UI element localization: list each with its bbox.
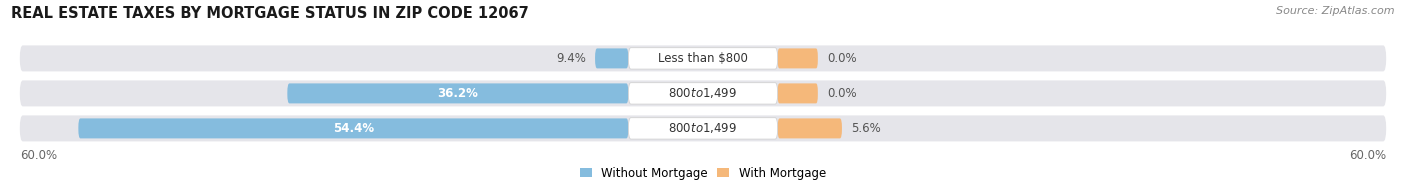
FancyBboxPatch shape — [20, 80, 1386, 106]
FancyBboxPatch shape — [79, 118, 628, 138]
Text: 0.0%: 0.0% — [827, 52, 856, 65]
Text: 60.0%: 60.0% — [1350, 149, 1386, 162]
FancyBboxPatch shape — [628, 83, 778, 104]
FancyBboxPatch shape — [778, 118, 842, 138]
FancyBboxPatch shape — [595, 48, 628, 68]
Text: Less than $800: Less than $800 — [658, 52, 748, 65]
Text: 36.2%: 36.2% — [437, 87, 478, 100]
Text: $800 to $1,499: $800 to $1,499 — [668, 121, 738, 135]
Legend: Without Mortgage, With Mortgage: Without Mortgage, With Mortgage — [581, 167, 825, 180]
Text: 54.4%: 54.4% — [333, 122, 374, 135]
FancyBboxPatch shape — [20, 115, 1386, 141]
Text: 0.0%: 0.0% — [827, 87, 856, 100]
FancyBboxPatch shape — [287, 83, 628, 103]
Text: $800 to $1,499: $800 to $1,499 — [668, 86, 738, 100]
Text: REAL ESTATE TAXES BY MORTGAGE STATUS IN ZIP CODE 12067: REAL ESTATE TAXES BY MORTGAGE STATUS IN … — [11, 6, 529, 21]
Text: 9.4%: 9.4% — [555, 52, 586, 65]
FancyBboxPatch shape — [778, 83, 818, 103]
Text: 5.6%: 5.6% — [851, 122, 882, 135]
Text: Source: ZipAtlas.com: Source: ZipAtlas.com — [1277, 6, 1395, 16]
FancyBboxPatch shape — [778, 48, 818, 68]
FancyBboxPatch shape — [628, 118, 778, 139]
Text: 60.0%: 60.0% — [20, 149, 56, 162]
FancyBboxPatch shape — [20, 45, 1386, 71]
FancyBboxPatch shape — [628, 48, 778, 69]
